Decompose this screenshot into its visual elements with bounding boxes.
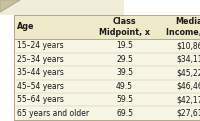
Text: 49.5: 49.5 [116,82,133,91]
Text: 25–34 years: 25–34 years [17,55,64,64]
Text: 59.5: 59.5 [116,95,133,104]
Text: 69.5: 69.5 [116,109,133,118]
Text: Median
Income, I: Median Income, I [166,17,200,37]
Text: 35–44 years: 35–44 years [17,68,64,77]
Bar [14,15,200,39]
Text: 29.5: 29.5 [116,55,133,64]
Polygon shape [0,0,20,12]
Text: 55–64 years: 55–64 years [17,95,64,104]
Text: $27,612: $27,612 [177,109,200,118]
Text: 45–54 years: 45–54 years [17,82,64,91]
Text: 65 years and older: 65 years and older [17,109,89,118]
Polygon shape [0,0,124,15]
Text: 15–24 years: 15–24 years [17,42,64,50]
Text: $34,113: $34,113 [177,55,200,64]
Text: Class
Midpoint, x: Class Midpoint, x [99,17,150,37]
Text: 39.5: 39.5 [116,68,133,77]
Text: 19.5: 19.5 [116,42,133,50]
Text: Age: Age [17,22,35,31]
Bar [14,15,200,120]
Text: $46,466: $46,466 [176,82,200,91]
Text: $45,225: $45,225 [177,68,200,77]
Text: $42,176: $42,176 [177,95,200,104]
Text: $10,869: $10,869 [177,42,200,50]
